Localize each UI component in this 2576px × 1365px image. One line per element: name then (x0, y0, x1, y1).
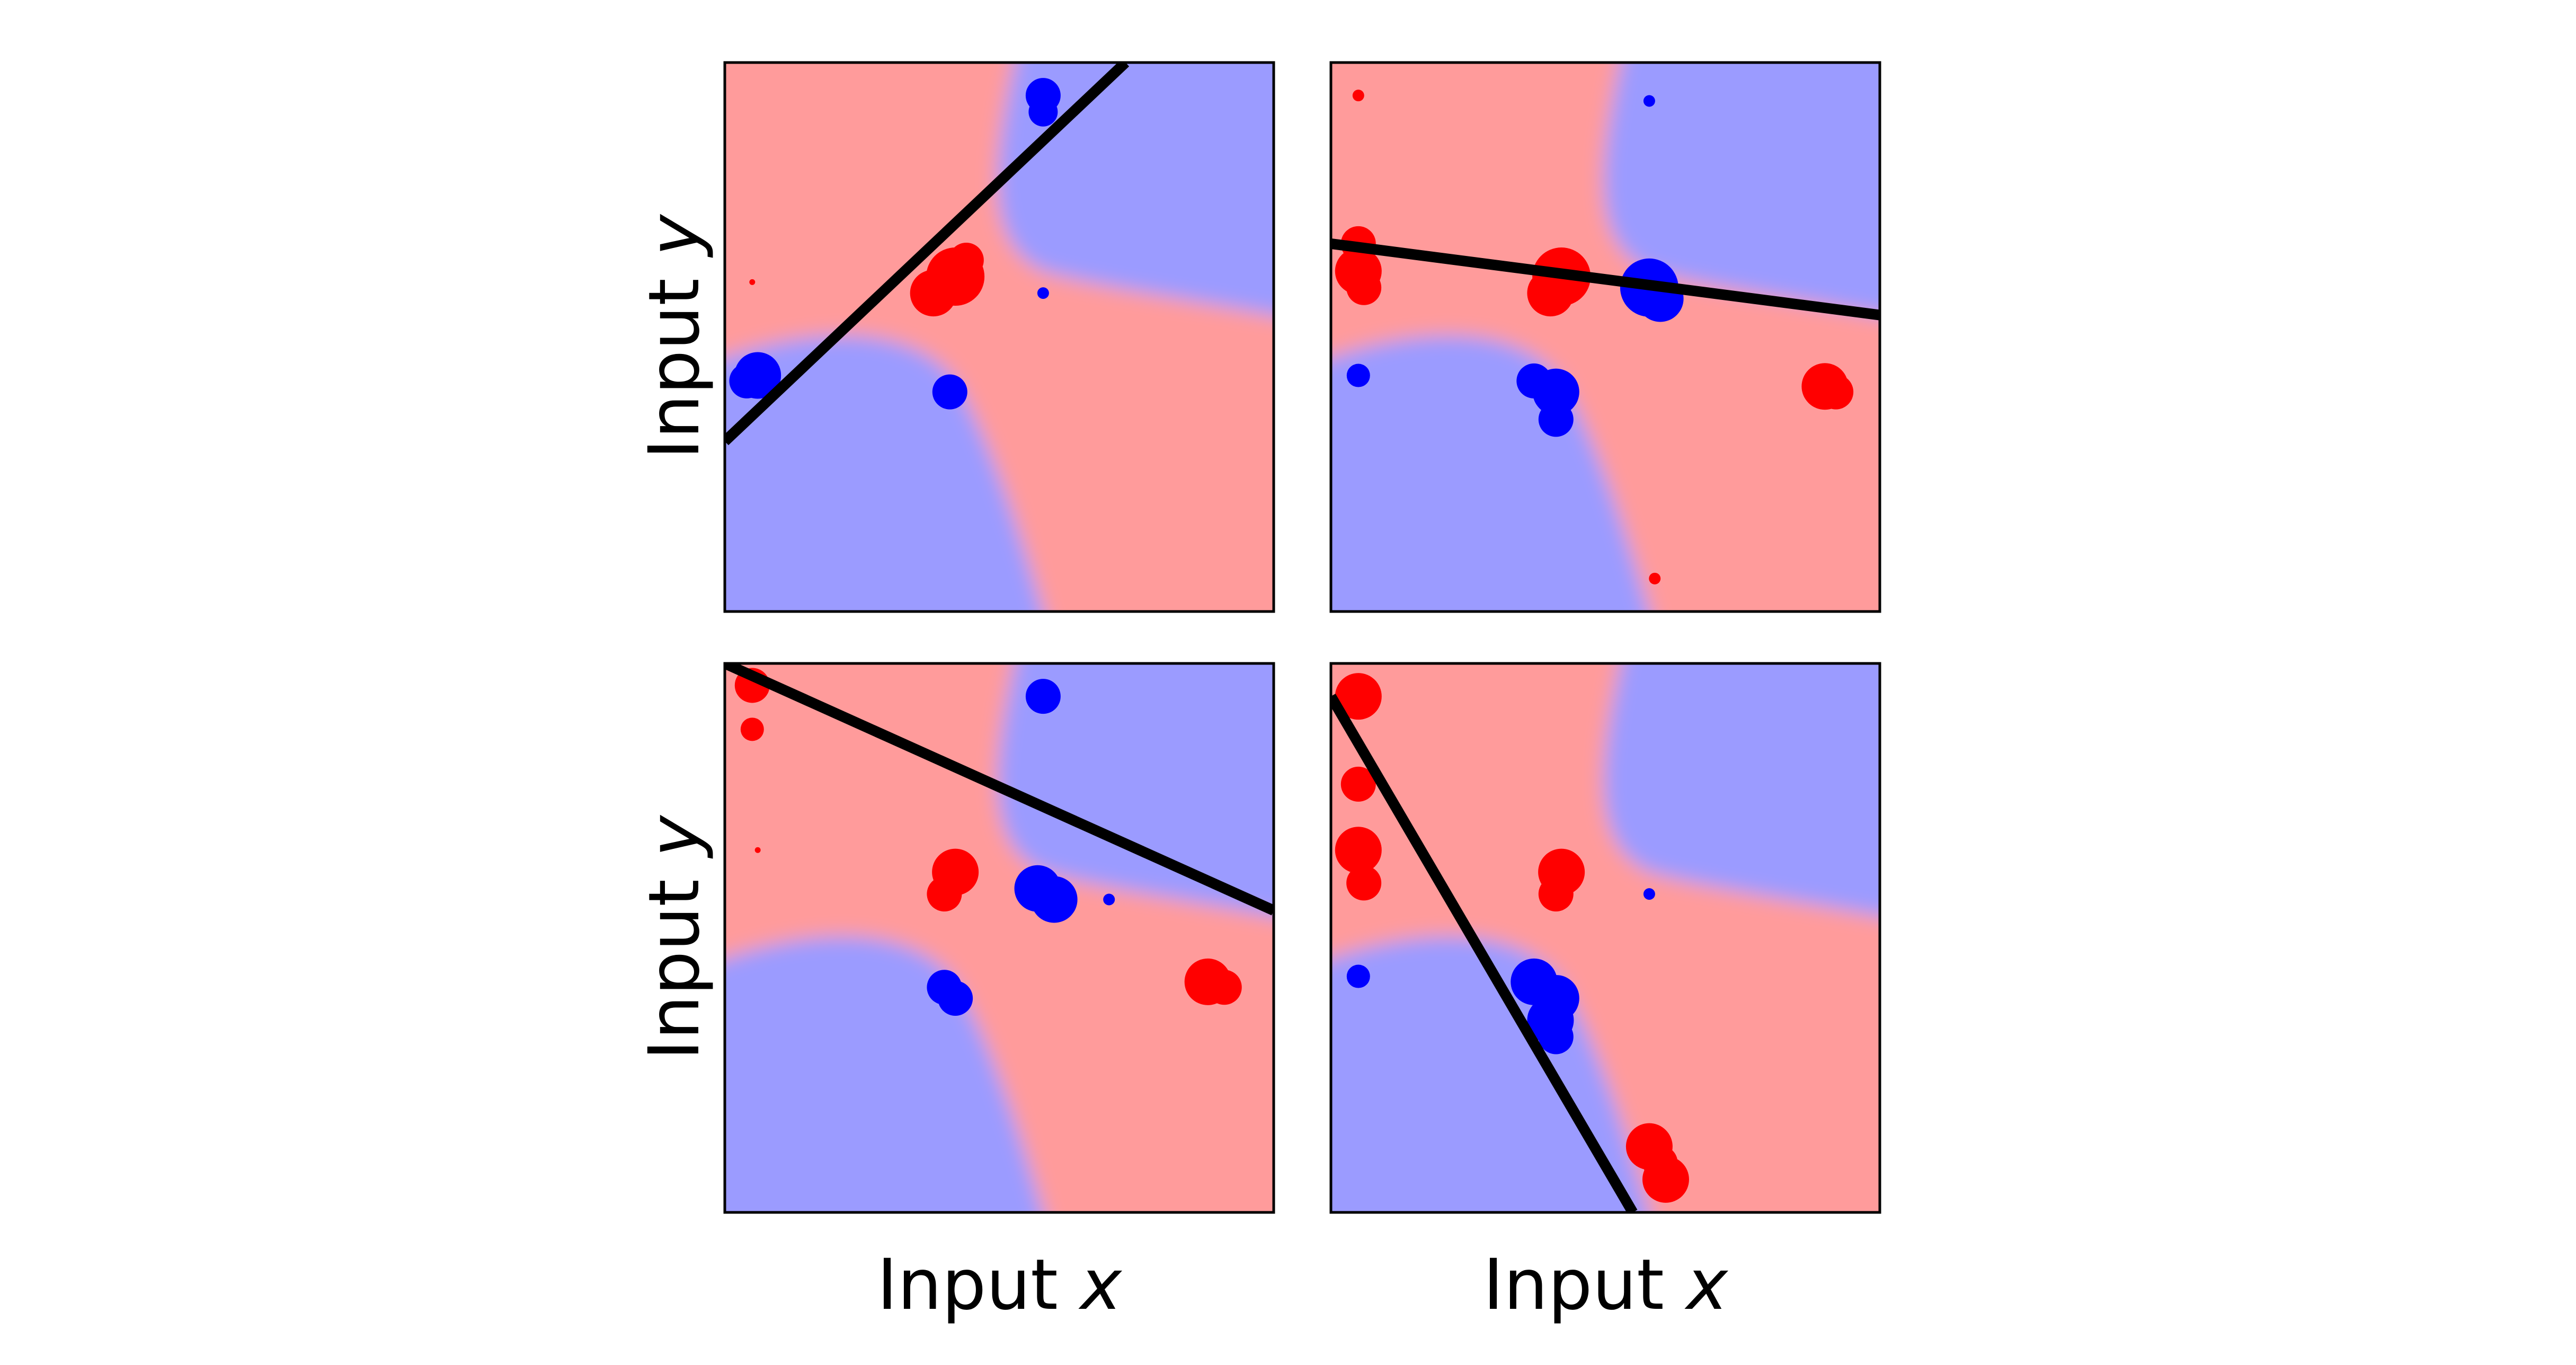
red-point-8 (1649, 572, 1661, 584)
red-point-1 (1346, 270, 1382, 305)
red-point-1 (1340, 766, 1376, 802)
blue-region-lower (725, 335, 1044, 611)
red-point-8 (1642, 1145, 1678, 1181)
blue-point-2 (1031, 876, 1078, 923)
blue-point-5 (1037, 287, 1049, 299)
red-point-2 (1335, 827, 1382, 874)
decision-regions (725, 663, 1274, 1212)
blue-point-0 (1025, 679, 1061, 714)
blue-region-upper (1604, 63, 1880, 316)
red-point-3 (927, 876, 962, 912)
blue-region-upper (998, 63, 1274, 316)
decision-regions (725, 63, 1274, 611)
decision-line (1331, 238, 1880, 321)
red-point-6 (754, 847, 761, 853)
red-point-2 (948, 242, 984, 278)
blue-point-3 (1538, 1019, 1574, 1054)
blue-point-5 (1538, 402, 1574, 437)
y-axis-label-top: Input y (634, 214, 715, 459)
red-point-3 (1346, 865, 1382, 901)
blue-point-3 (729, 363, 765, 398)
blue-point-6 (1643, 95, 1655, 107)
red-point-1 (910, 270, 957, 317)
x-axis-label-left: Input x (877, 1244, 1123, 1326)
axes-frame (1329, 61, 1881, 613)
red-point-5 (1527, 270, 1574, 317)
blue-point-2 (1346, 364, 1370, 387)
blue-point-5 (1103, 893, 1115, 906)
y-axis-label-bottom: Input y (634, 814, 715, 1060)
panel-bottom-right (1329, 662, 1881, 1214)
blue-region-upper (1604, 663, 1880, 917)
decision-line (725, 63, 1130, 446)
red-point-3 (1352, 90, 1364, 102)
decision-line (1331, 694, 1638, 1212)
blue-point-4 (938, 980, 973, 1016)
decision-line (725, 663, 1274, 916)
red-point-5 (1538, 876, 1574, 912)
decision-regions (1331, 63, 1880, 611)
blue-point-4 (1532, 368, 1579, 415)
blue-point-4 (932, 374, 967, 410)
blue-region-upper (998, 663, 1274, 917)
panel-top-right (1329, 61, 1881, 613)
axes-frame (1329, 662, 1881, 1214)
panel-bottom-left (723, 662, 1275, 1214)
blue-point-5 (1643, 888, 1655, 900)
red-point-1 (740, 717, 764, 741)
red-point-7 (1818, 374, 1854, 410)
red-point-0 (1335, 673, 1382, 720)
axes-frame (723, 61, 1275, 613)
red-point-5 (1206, 970, 1242, 1005)
axes-frame (723, 662, 1275, 1214)
red-point-3 (749, 279, 756, 285)
blue-point-1 (1028, 97, 1058, 127)
panel-top-left (723, 61, 1275, 613)
x-axis-label-right: Input x (1483, 1244, 1729, 1326)
blue-point-4 (1346, 964, 1370, 988)
